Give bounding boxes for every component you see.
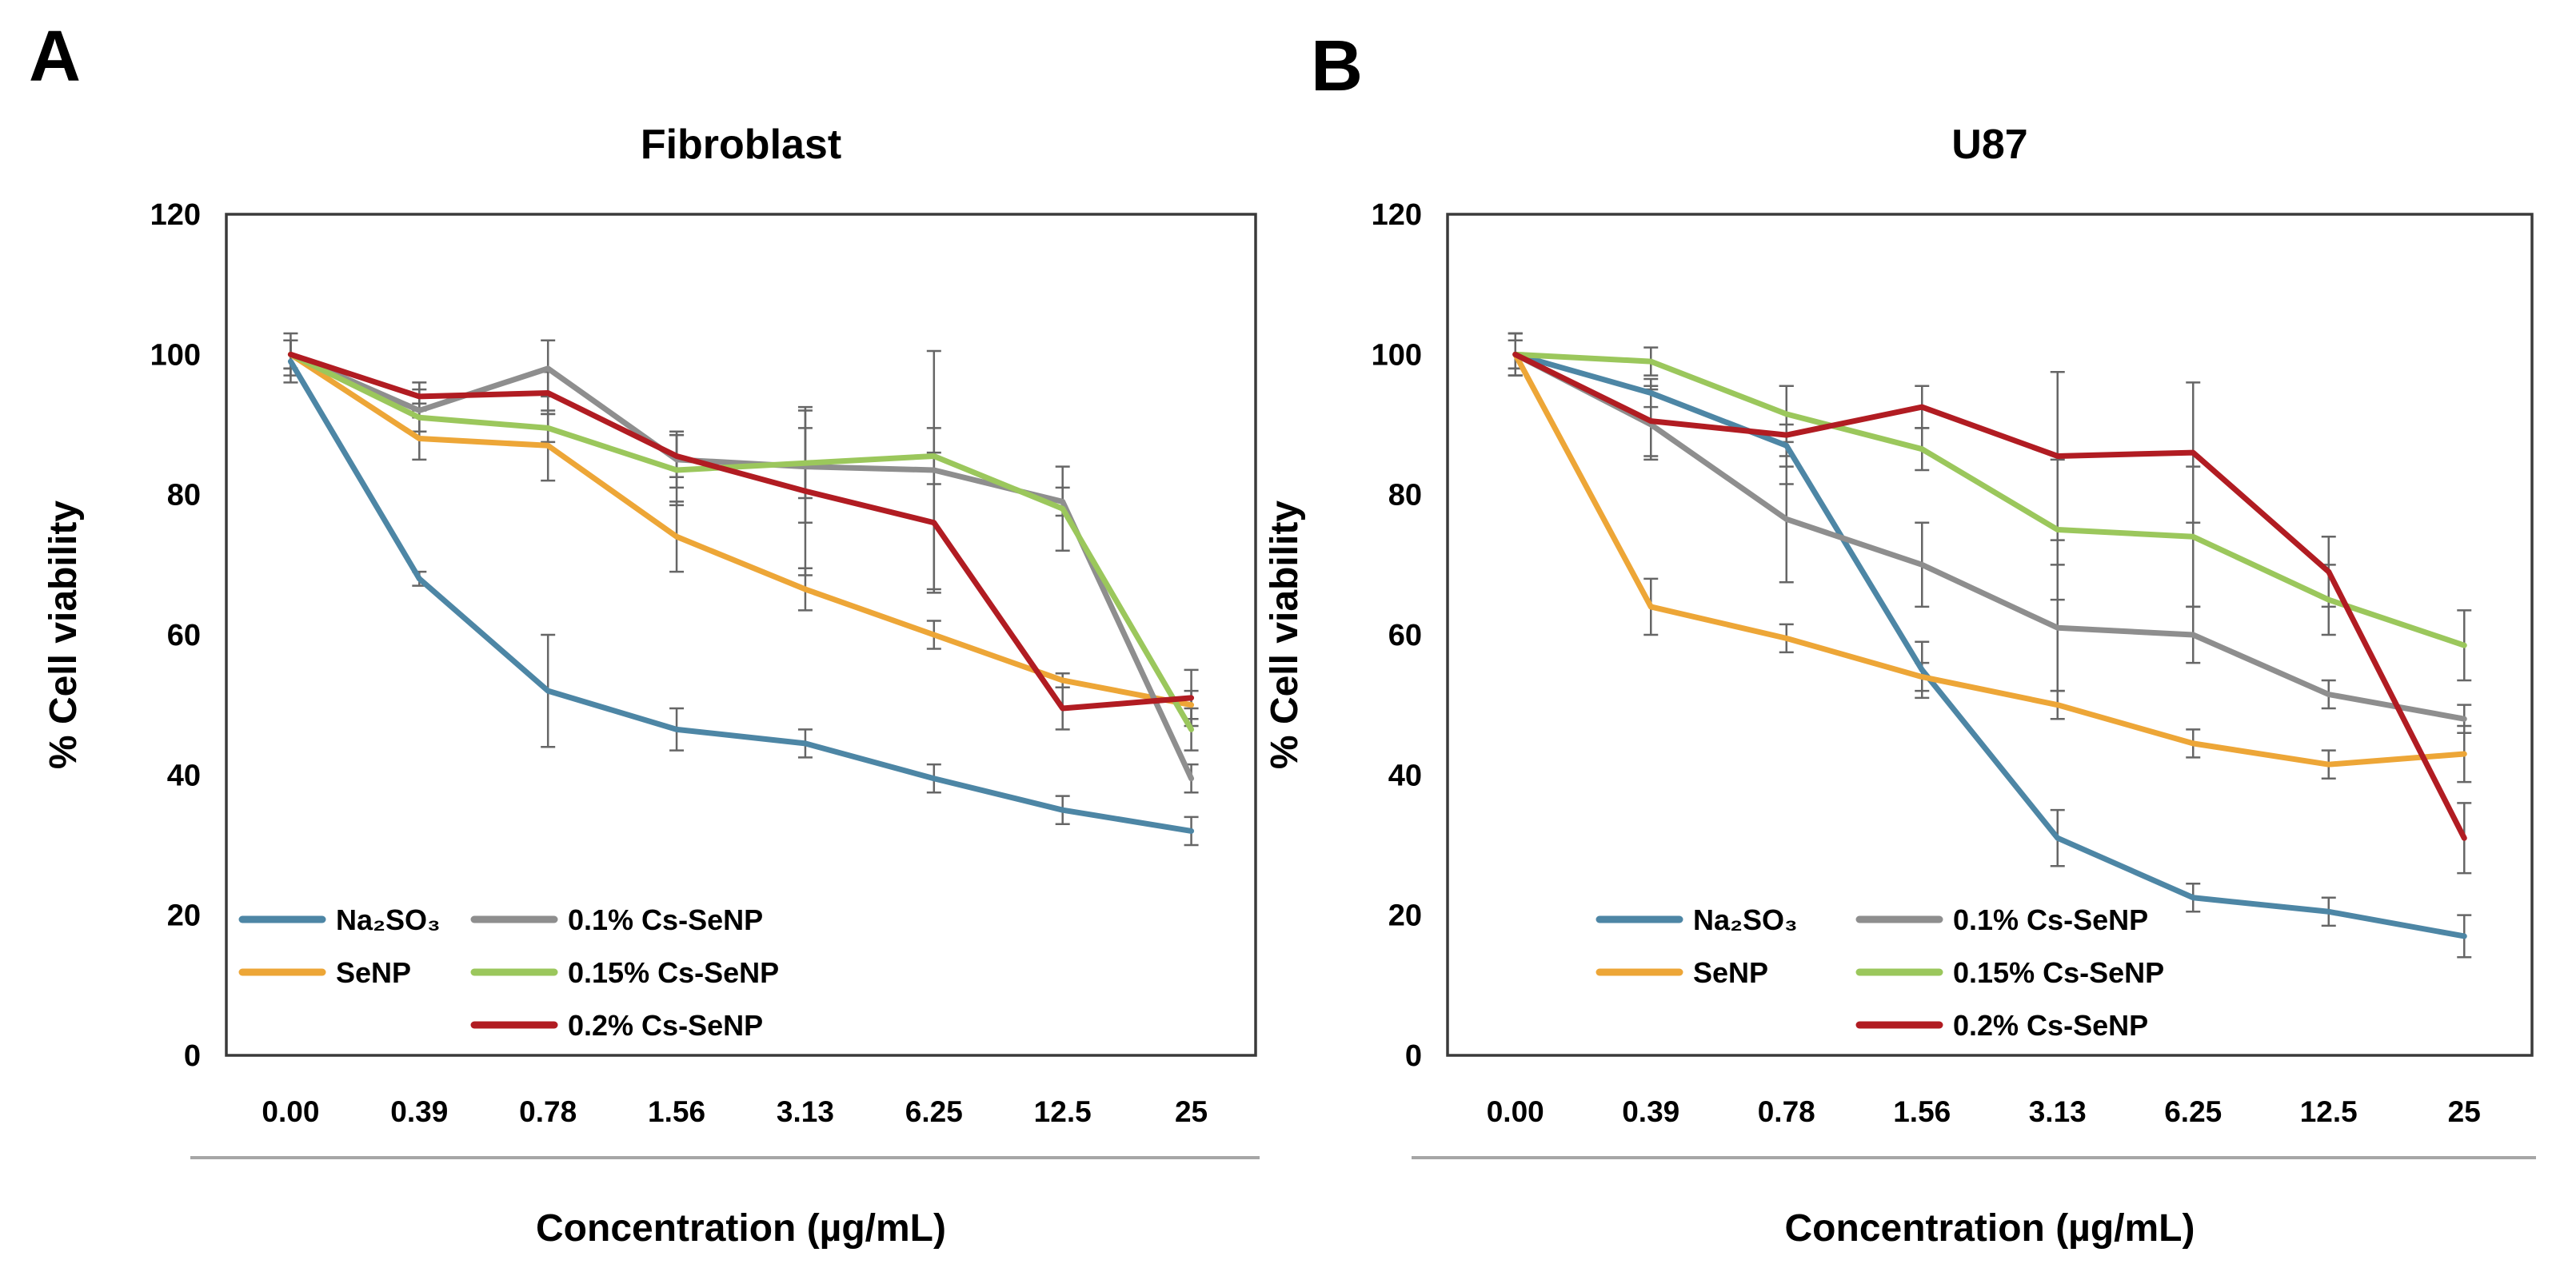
plot-border — [1446, 213, 2534, 1057]
error-bars-0-15-cs-senp — [283, 339, 1199, 752]
legend-label-0-2-cs-senp: 0.2% Cs-SeNP — [1953, 1009, 2148, 1042]
x-tick-label: 0.39 — [1622, 1095, 1679, 1128]
x-tick-label: 0.39 — [390, 1095, 448, 1128]
x-tick-label: 25 — [1175, 1095, 1208, 1128]
chart-u87: U87 0 20 40 60 80 100 120 0.00 0.39 0.78 1.56 3.13 6.… — [1264, 122, 2536, 1250]
x-tick-label: 6.25 — [905, 1095, 963, 1128]
plot-border — [225, 213, 1257, 1057]
error-bars-0-2-cs-senp — [283, 339, 1199, 731]
legend-label-0-15-cs-senp: 0.15% Cs-SeNP — [1953, 956, 2164, 989]
x-tick-label: 1.56 — [648, 1095, 705, 1128]
y-tick-label: 20 — [167, 899, 201, 933]
error-bars-0-2-cs-senp — [1508, 332, 2472, 875]
y-tick-label: 0 — [184, 1039, 201, 1073]
x-tick-label: 3.13 — [777, 1095, 834, 1128]
x-axis-title: Concentration (µg/mL) — [536, 1207, 946, 1250]
series-line-0-2-cs-senp — [287, 351, 1195, 712]
y-tick-label: 40 — [1388, 759, 1422, 792]
x-tick-label: 3.13 — [2029, 1095, 2087, 1128]
error-bars-senp — [283, 332, 1199, 720]
series-line-0-15-cs-senp — [1512, 351, 2467, 648]
legend-label-0-1-cs-senp: 0.1% Cs-SeNP — [1953, 903, 2148, 936]
series-line-0-1-cs-senp — [1512, 351, 2467, 722]
x-tick-label: 12.5 — [2300, 1095, 2358, 1128]
legend-label-senp: SeNP — [1693, 956, 1768, 989]
y-tick-label: 0 — [1405, 1039, 1422, 1073]
x-tick-label: 0.78 — [1758, 1095, 1815, 1128]
chart-title: U87 — [1951, 122, 2027, 168]
y-tick-label: 80 — [167, 479, 201, 512]
legend-label-senp: SeNP — [336, 956, 411, 989]
x-tick-label: 1.56 — [1893, 1095, 1951, 1128]
y-tick-label: 120 — [150, 198, 201, 232]
legend-label-0-15-cs-senp: 0.15% Cs-SeNP — [568, 956, 779, 989]
y-tick-label: 100 — [1372, 338, 1422, 372]
y-tick-label: 20 — [1388, 899, 1422, 933]
y-tick-label: 100 — [150, 338, 201, 372]
legend-label-na-so: Na₂SO₃ — [1693, 903, 1798, 936]
x-tick-label: 12.5 — [1034, 1095, 1092, 1128]
panel-fibroblast: A Fibroblast 0 20 40 60 80 100 120 0.00 0.39 0.78 1… — [29, 17, 1260, 1250]
legend-label-0-2-cs-senp: 0.2% Cs-SeNP — [568, 1009, 763, 1042]
chart-fibroblast: Fibroblast 0 20 40 60 80 100 120 0.00 0.39 0.78 1.5… — [42, 122, 1260, 1250]
panel-u87: B U87 0 20 40 60 80 100 120 0.00 0.39 0.78 1.56 3.13… — [1221, 0, 2576, 1284]
x-tick-label: 0.00 — [262, 1095, 319, 1128]
legend-label-na-so: Na₂SO₃ — [336, 903, 441, 936]
series-line-0-2-cs-senp — [1512, 351, 2467, 841]
x-tick-label: 0.78 — [519, 1095, 577, 1128]
x-axis-title: Concentration (µg/mL) — [1785, 1207, 2195, 1250]
error-bars-senp — [1508, 332, 2472, 784]
legend-label-0-1-cs-senp: 0.1% Cs-SeNP — [568, 903, 763, 936]
y-tick-label: 60 — [167, 619, 201, 652]
y-tick-label: 60 — [1388, 619, 1422, 652]
y-axis-title: % Cell viability — [1264, 500, 1306, 769]
series-line-0-1-cs-senp — [287, 351, 1195, 782]
chart-title: Fibroblast — [641, 122, 841, 168]
y-tick-label: 120 — [1372, 198, 1422, 232]
x-tick-label: 25 — [2448, 1095, 2481, 1128]
series-line-na-so — [1512, 351, 2467, 939]
series-line-senp — [1512, 351, 2467, 768]
x-tick-label: 0.00 — [1487, 1095, 1544, 1128]
series-line-0-15-cs-senp — [287, 351, 1195, 732]
series-line-na-so — [287, 358, 1195, 834]
panel-letter-a: A — [29, 17, 81, 97]
y-axis-title: % Cell viability — [42, 500, 85, 769]
y-tick-label: 80 — [1388, 479, 1422, 512]
x-tick-label: 6.25 — [2164, 1095, 2222, 1128]
y-tick-label: 40 — [167, 759, 201, 792]
panel-letter-b: B — [1311, 26, 1363, 106]
